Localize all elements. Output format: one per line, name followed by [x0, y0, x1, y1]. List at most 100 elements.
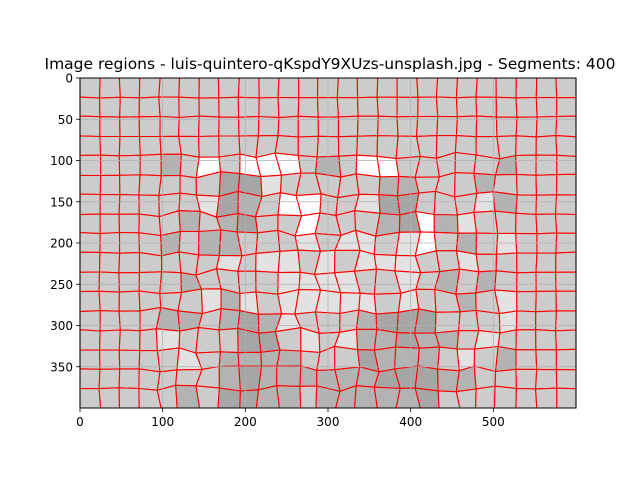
segment-cell: [458, 309, 480, 332]
segment-cell: [535, 135, 558, 156]
segment-cell: [394, 346, 420, 370]
segment-cell: [555, 329, 577, 351]
y-tick-label: 350: [50, 360, 73, 374]
segment-cell: [138, 135, 162, 156]
segment-cell: [118, 290, 141, 312]
segment-cell: [535, 387, 558, 409]
segment-cell: [555, 271, 577, 292]
segment-cell: [118, 135, 141, 157]
y-axis: 0 50 100 150 200 250 300 350: [50, 72, 80, 374]
segment-cell: [356, 135, 379, 157]
segment-cell: [195, 327, 221, 354]
x-tick-label: 500: [482, 415, 505, 429]
segment-cell: [198, 97, 220, 118]
segment-cell: [434, 330, 460, 350]
segment-cell: [554, 194, 577, 216]
segment-cell: [156, 347, 180, 373]
segment-cell: [475, 385, 496, 409]
segment-cell: [535, 96, 558, 118]
segment-cell: [556, 154, 577, 176]
segment-cell: [98, 271, 120, 293]
segment-cell: [118, 194, 140, 215]
segment-cell: [138, 368, 161, 391]
segment-cell: [118, 329, 141, 352]
segment-cell: [373, 253, 397, 272]
segment-cell: [555, 290, 577, 312]
segment-cell: [515, 96, 538, 118]
segment-cell: [495, 345, 517, 373]
segment-cell: [79, 193, 101, 216]
segment-cell: [355, 328, 378, 351]
segment-cell: [99, 77, 121, 99]
segment-cell: [99, 310, 121, 332]
segment-cell: [255, 250, 281, 274]
segment-cell: [357, 96, 379, 117]
segment-cell: [79, 388, 102, 409]
segment-cell: [434, 311, 461, 334]
segment-cell: [435, 77, 459, 99]
segment-cell: [515, 154, 537, 176]
segment-cell: [433, 231, 459, 252]
segment-cell: [119, 116, 141, 138]
segment-cell: [495, 232, 518, 255]
segment-cell: [138, 96, 161, 118]
segment-cell: [475, 309, 501, 334]
segment-cell: [99, 213, 121, 235]
segment-cell: [79, 368, 101, 390]
segment-cell: [299, 385, 318, 409]
segment-cell: [516, 271, 537, 293]
segment-cell: [535, 174, 558, 196]
segment-cell: [515, 368, 538, 390]
segment-cell: [515, 116, 538, 138]
segment-cell: [99, 116, 121, 138]
segment-cell: [376, 77, 398, 98]
y-tick-label: 150: [50, 195, 73, 209]
segment-cell: [435, 96, 458, 118]
segment-cell: [79, 77, 101, 99]
segment-cell: [555, 77, 577, 99]
segment-cell: [158, 174, 181, 196]
segment-cell: [396, 96, 419, 118]
segment-cell: [177, 288, 203, 315]
segment-cell: [454, 151, 477, 174]
segment-cell: [475, 232, 499, 255]
segment-cell: [138, 349, 161, 373]
segment-cell: [218, 365, 241, 392]
segment-cell: [237, 77, 260, 99]
segment-cell: [79, 135, 102, 156]
segment-cell: [255, 229, 281, 254]
segment-cell: [237, 96, 260, 118]
segment-cell: [456, 211, 478, 234]
segment-cell: [554, 213, 577, 234]
segment-cell: [376, 155, 400, 178]
segment-cell: [455, 268, 480, 295]
segment-cell: [161, 251, 182, 274]
segment-cell: [218, 351, 240, 368]
segment-cell: [178, 210, 201, 233]
segment-cell: [416, 77, 439, 98]
segment-cell: [355, 173, 381, 196]
segment-cell: [138, 271, 163, 295]
segment-cell: [535, 213, 558, 235]
segment-cell: [98, 290, 120, 312]
segment-cell: [319, 193, 339, 216]
segment-cell: [218, 116, 240, 137]
segment-cell: [178, 77, 200, 99]
segment-cell: [218, 135, 241, 158]
segment-cell: [455, 388, 477, 409]
segment-cell: [118, 349, 141, 370]
segment-cell: [555, 369, 577, 390]
segment-cell: [138, 252, 163, 274]
segment-cell: [118, 272, 141, 293]
segment-cell: [555, 135, 577, 157]
segment-cell: [415, 190, 437, 216]
segment-cell: [99, 135, 121, 157]
y-tick-label: 0: [65, 72, 73, 86]
segment-cell: [337, 173, 360, 199]
segment-cell: [354, 385, 378, 409]
y-tick-label: 250: [50, 278, 73, 292]
segment-cell: [98, 251, 121, 274]
segment-cell: [98, 387, 121, 409]
segment-cell: [255, 270, 279, 295]
